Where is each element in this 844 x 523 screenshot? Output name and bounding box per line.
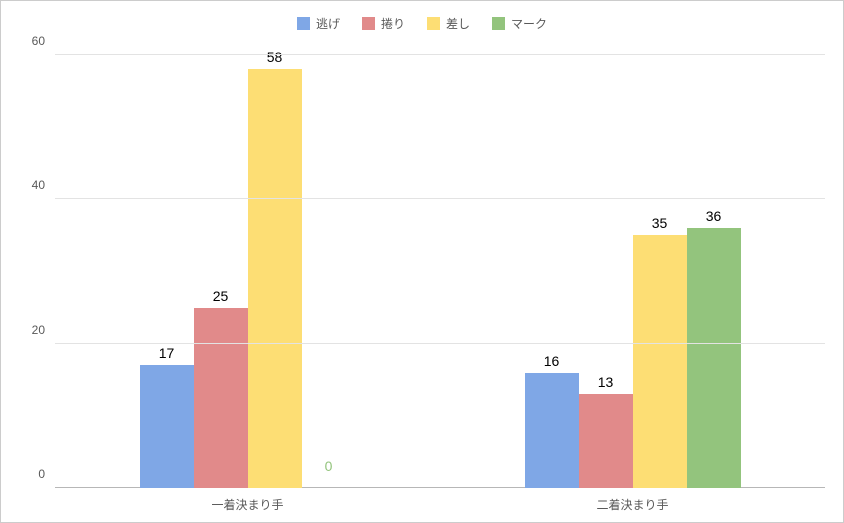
bar-value-label: 36	[706, 208, 722, 224]
bar-groups: 1725580一着決まり手16133536二着決まり手	[55, 55, 825, 488]
legend-label: 逃げ	[316, 15, 340, 32]
gridline	[55, 54, 825, 55]
plot-area: 1725580一着決まり手16133536二着決まり手 0204060	[55, 55, 825, 488]
legend-label: 捲り	[381, 15, 405, 32]
bar-value-label: 0	[325, 458, 333, 474]
legend-swatch	[427, 17, 440, 30]
legend-label: マーク	[511, 15, 547, 32]
legend-swatch	[297, 17, 310, 30]
bar: 13	[579, 394, 633, 488]
y-tick-label: 40	[32, 178, 45, 192]
legend-item: マーク	[492, 15, 547, 32]
legend-item: 差し	[427, 15, 470, 32]
bar-value-label: 13	[598, 374, 614, 390]
bar: 58	[248, 69, 302, 488]
bar: 16	[525, 373, 579, 488]
bar: 25	[194, 308, 248, 488]
legend-swatch	[362, 17, 375, 30]
bar-value-label: 58	[267, 49, 283, 65]
gridline	[55, 198, 825, 199]
bar-value-label: 16	[544, 353, 560, 369]
legend-item: 逃げ	[297, 15, 340, 32]
y-tick-label: 60	[32, 34, 45, 48]
bar: 35	[633, 235, 687, 488]
bar: 36	[687, 228, 741, 488]
bar-value-label: 17	[159, 345, 175, 361]
legend-item: 捲り	[362, 15, 405, 32]
bar-wrap: 1725580	[140, 55, 356, 488]
y-tick-label: 0	[38, 467, 45, 481]
y-tick-label: 20	[32, 323, 45, 337]
bar: 17	[140, 365, 194, 488]
x-category-label: 二着決まり手	[596, 496, 668, 513]
x-category-label: 一着決まり手	[211, 496, 283, 513]
bar-value-label: 35	[652, 215, 668, 231]
chart-container: 逃げ捲り差しマーク 1725580一着決まり手16133536二着決まり手 02…	[0, 0, 844, 523]
bar-value-label: 25	[213, 288, 229, 304]
legend-label: 差し	[446, 15, 470, 32]
gridline	[55, 343, 825, 344]
bar-group: 16133536二着決まり手	[440, 55, 825, 488]
bar-group: 1725580一着決まり手	[55, 55, 440, 488]
legend-swatch	[492, 17, 505, 30]
legend: 逃げ 捲り 差し マーク	[1, 15, 843, 32]
bar-wrap: 16133536	[525, 55, 741, 488]
